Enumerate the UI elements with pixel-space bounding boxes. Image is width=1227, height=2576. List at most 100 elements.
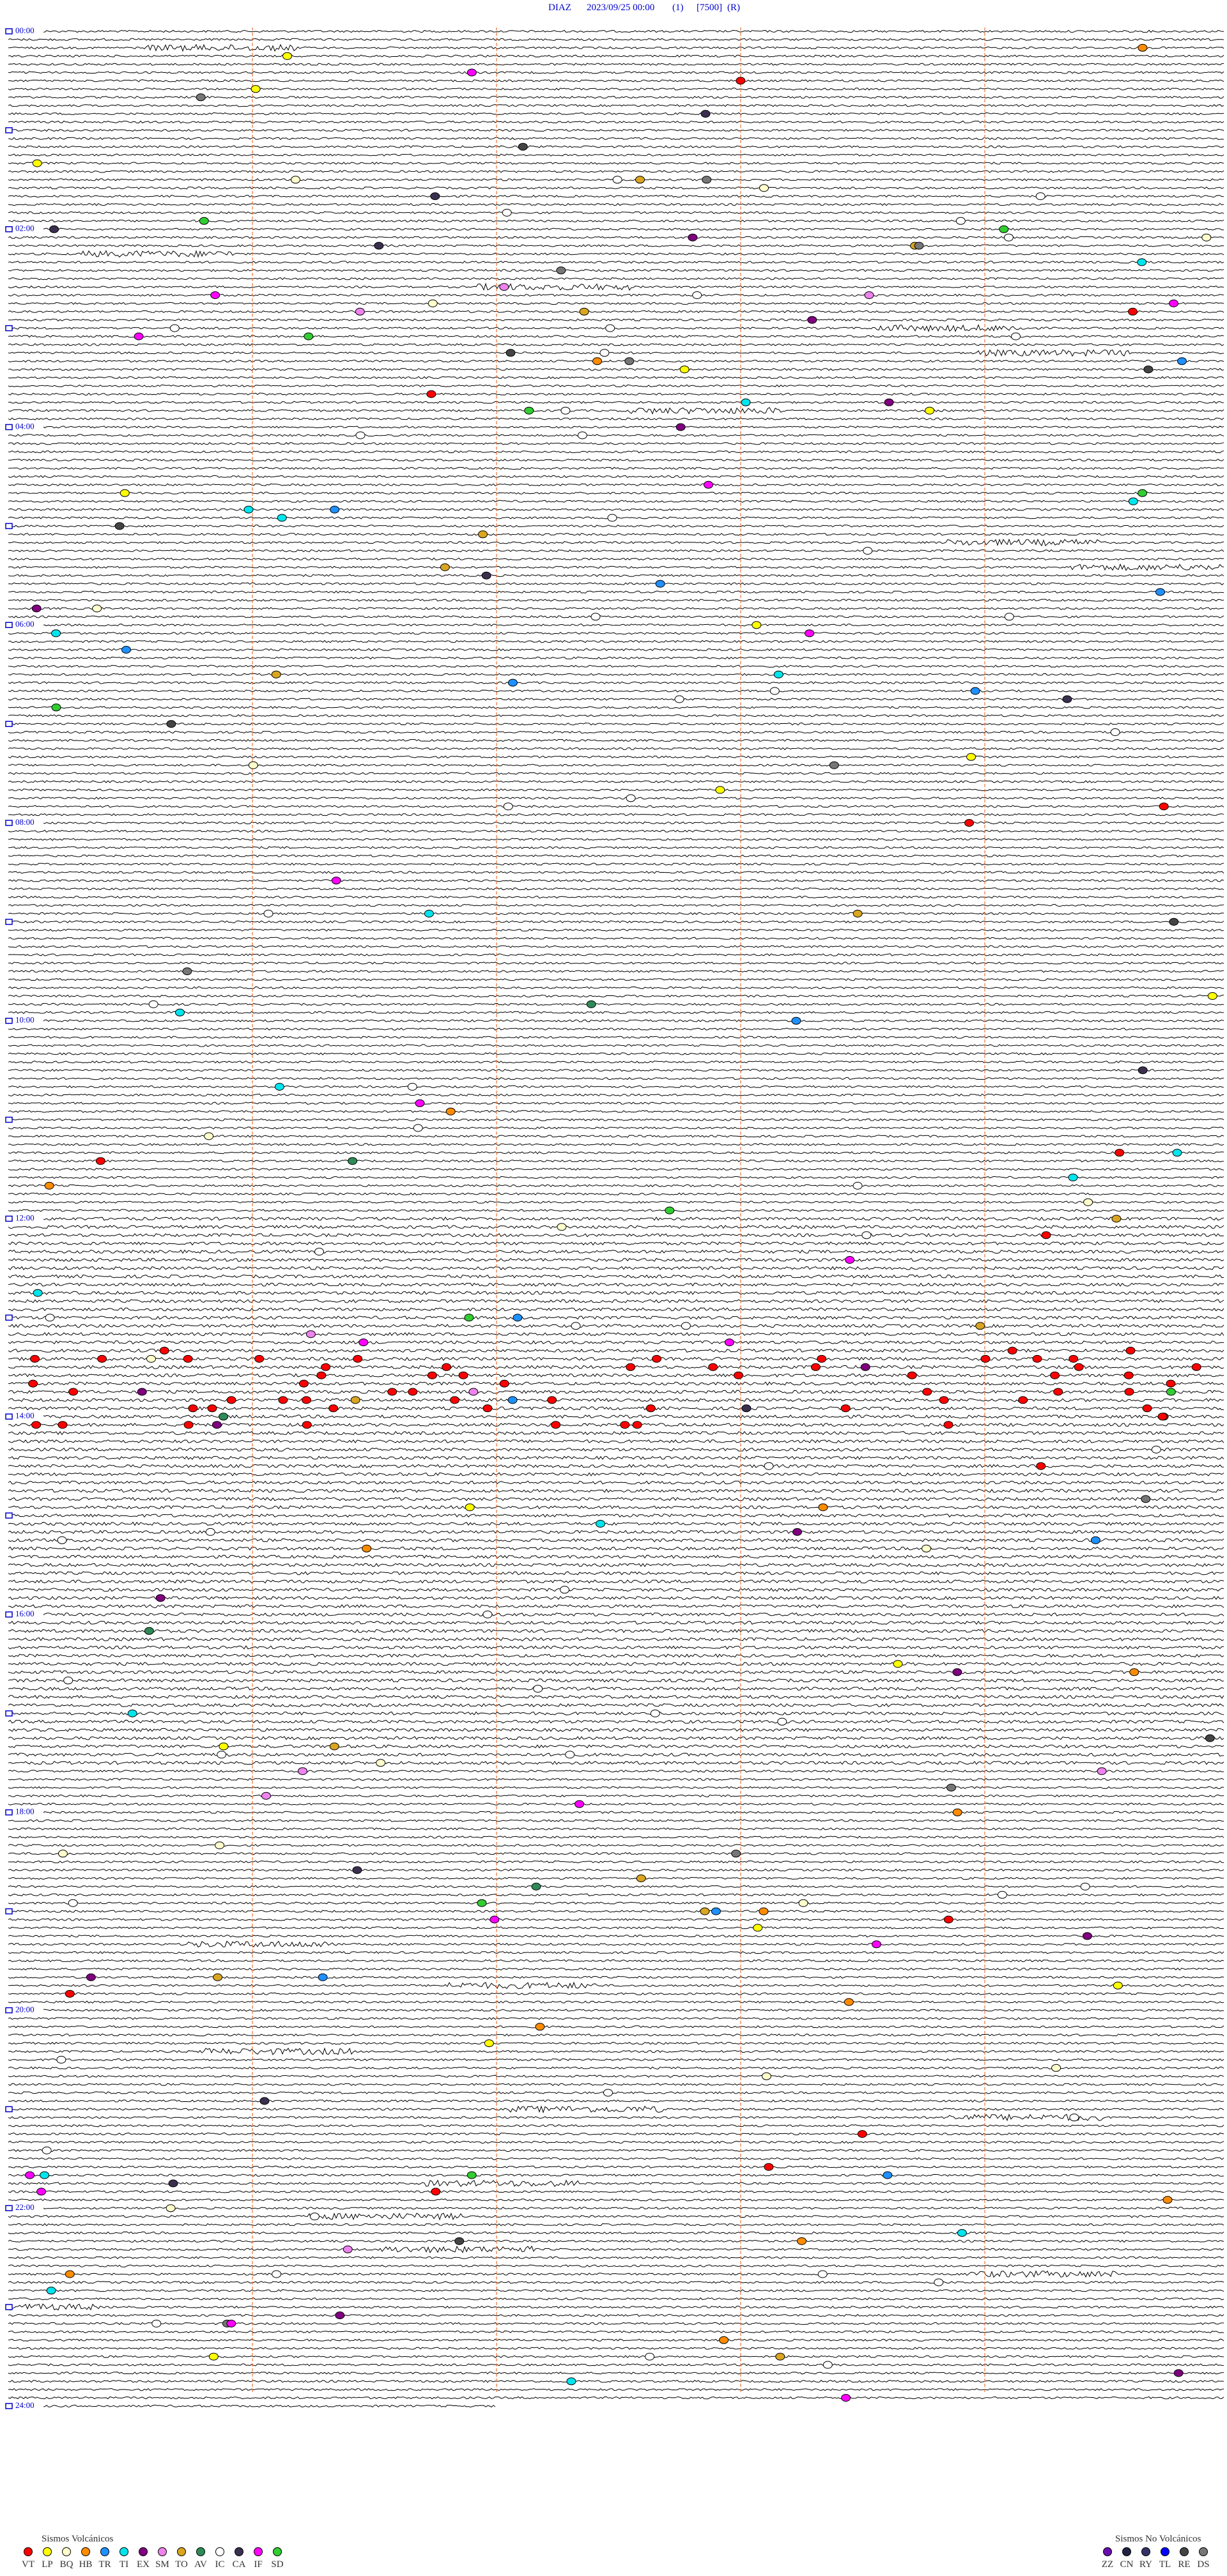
trace xyxy=(8,43,1224,52)
trace xyxy=(8,2132,1224,2136)
event-marker xyxy=(1162,2196,1173,2204)
event-marker xyxy=(450,1396,459,1404)
legend-code: CN xyxy=(1120,2559,1134,2570)
event-marker xyxy=(1069,2113,1079,2122)
label-bg xyxy=(13,620,43,630)
event-marker xyxy=(1205,1734,1215,1742)
hour-marker xyxy=(5,424,13,431)
legend-swatch xyxy=(235,2547,243,2556)
trace xyxy=(8,1373,1224,1377)
event-marker xyxy=(925,406,935,415)
trace xyxy=(8,1521,1224,1526)
event-marker xyxy=(675,423,686,431)
event-marker xyxy=(68,1388,79,1396)
event-marker xyxy=(505,349,516,357)
event-marker xyxy=(840,1404,851,1413)
trace xyxy=(8,2303,1224,2311)
trace xyxy=(8,1711,1224,1716)
event-marker xyxy=(711,1907,721,1915)
legend-swatch xyxy=(254,2547,263,2556)
event-marker xyxy=(1142,1404,1152,1413)
trace xyxy=(8,962,1224,965)
trace xyxy=(8,1052,1224,1055)
event-marker xyxy=(650,1709,660,1717)
trace xyxy=(8,1414,1224,1419)
time-label: 24:00 xyxy=(15,2400,35,2410)
trace xyxy=(8,2379,1224,2383)
event-marker xyxy=(579,307,589,316)
trace xyxy=(8,1110,1224,1114)
trace xyxy=(8,2179,1224,2188)
trace xyxy=(8,1348,1224,1353)
trace xyxy=(8,895,1224,899)
legend-code: TL xyxy=(1159,2559,1171,2570)
trace xyxy=(8,1061,1224,1064)
event-marker xyxy=(1166,1379,1176,1388)
trace xyxy=(8,1744,1224,1749)
time-label: 16:00 xyxy=(15,1609,35,1618)
event-marker xyxy=(454,2237,465,2245)
event-marker xyxy=(1169,917,1179,926)
event-marker xyxy=(413,1124,423,1132)
trace xyxy=(8,920,1224,924)
trace xyxy=(8,2149,1224,2152)
event-marker xyxy=(957,2229,967,2237)
event-marker xyxy=(468,1388,479,1396)
trace xyxy=(8,277,1224,280)
event-marker xyxy=(166,720,176,728)
trace xyxy=(8,1752,1224,1757)
event-marker xyxy=(1157,1413,1168,1421)
trace xyxy=(8,2313,1224,2317)
legend-code: TR xyxy=(98,2559,111,2570)
trace xyxy=(8,797,1224,800)
legend: Sismos Volcánicos VT LP BQ HB TR TI EX SM TO AV IC C… xyxy=(22,2534,1210,2570)
event-marker xyxy=(674,695,684,703)
trace xyxy=(8,747,1224,751)
event-marker xyxy=(655,579,665,588)
trace xyxy=(8,1893,1224,1897)
trace xyxy=(8,1662,1224,1666)
trace xyxy=(8,854,1224,857)
event-marker xyxy=(499,1379,509,1388)
trace xyxy=(8,434,1224,437)
trace xyxy=(8,1085,1224,1089)
event-marker xyxy=(127,1709,137,1717)
event-marker xyxy=(980,1354,991,1363)
event-marker xyxy=(355,307,365,316)
event-marker xyxy=(632,1421,642,1429)
event-marker xyxy=(1138,1066,1148,1075)
trace xyxy=(8,813,1224,816)
trace xyxy=(8,63,1224,66)
event-marker xyxy=(620,1421,630,1429)
trace xyxy=(8,250,1224,258)
trace xyxy=(8,970,1224,973)
trace xyxy=(8,1044,1224,1047)
trace xyxy=(8,1356,1224,1361)
event-marker xyxy=(922,1544,931,1552)
event-marker xyxy=(331,877,341,885)
trace xyxy=(8,186,1224,190)
event-marker xyxy=(807,316,817,324)
trace xyxy=(8,912,1224,916)
event-marker xyxy=(829,761,839,769)
event-marker xyxy=(1129,1668,1139,1676)
trace xyxy=(8,1167,1224,1171)
event-marker xyxy=(943,1915,953,1924)
trace xyxy=(8,458,1224,462)
event-marker xyxy=(853,910,863,917)
event-marker xyxy=(199,217,209,225)
trace xyxy=(8,2124,1224,2128)
legend-code: ZZ xyxy=(1102,2559,1113,2570)
hour-marker xyxy=(5,622,13,628)
event-marker xyxy=(302,1421,312,1429)
trace xyxy=(8,2212,1224,2221)
trace xyxy=(8,384,1224,388)
legend-code: IC xyxy=(215,2559,225,2570)
legend-swatch xyxy=(177,2547,186,2556)
event-marker xyxy=(274,1083,284,1091)
legend-swatch xyxy=(24,2547,33,2556)
trace xyxy=(8,1637,1224,1641)
event-marker xyxy=(482,1404,493,1413)
event-marker xyxy=(1151,1445,1161,1453)
